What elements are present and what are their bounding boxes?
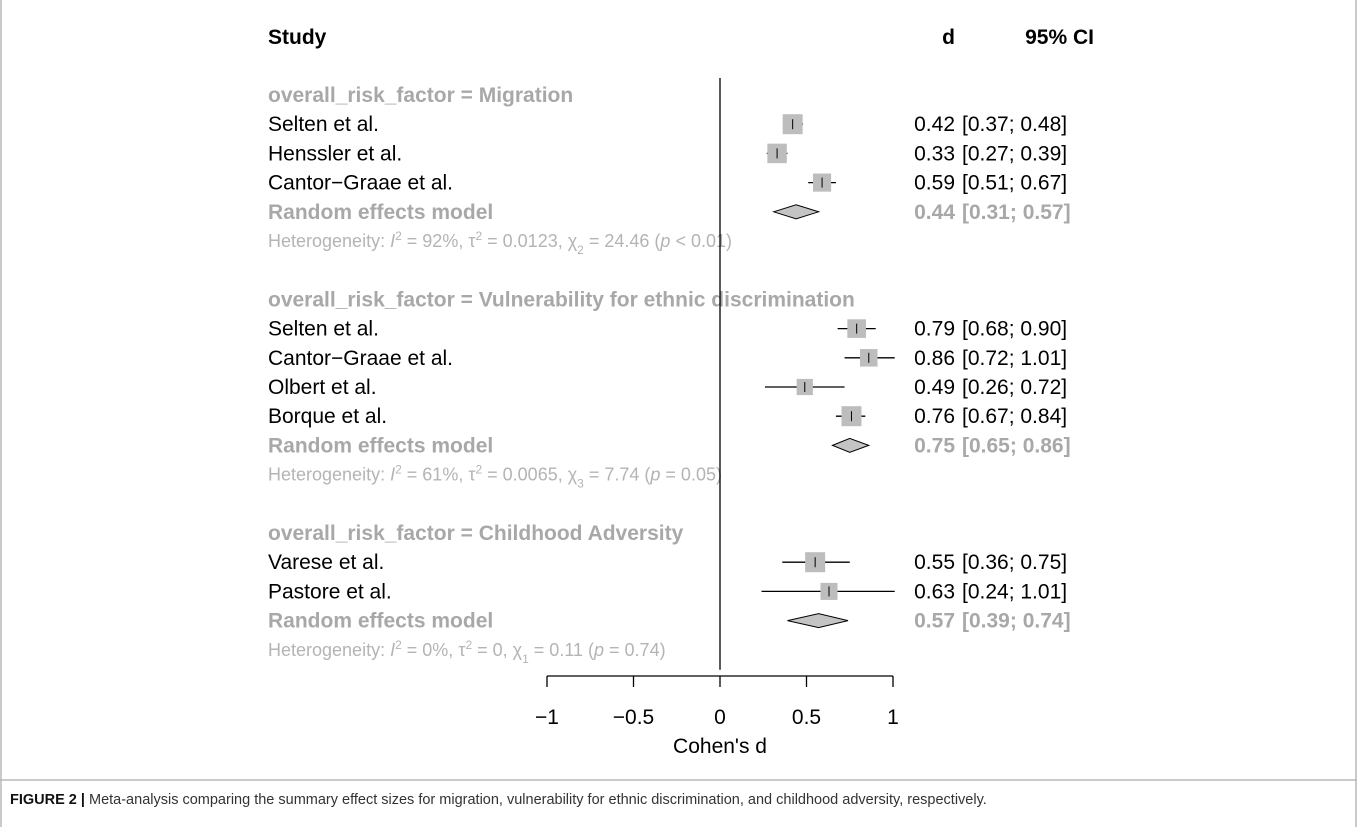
study-d: 0.49 bbox=[914, 376, 955, 399]
group-title: overall_risk_factor = Vulnerability for … bbox=[268, 288, 855, 311]
study-name: Selten et al. bbox=[268, 318, 379, 341]
x-tick-label: 0 bbox=[714, 706, 726, 729]
study-name: Varese et al. bbox=[268, 551, 384, 574]
study-row: Henssler et al. 0.33 [0.27; 0.39] bbox=[268, 142, 1067, 165]
summary-row: Random effects model 0.57 [0.39; 0.74] bbox=[268, 610, 1071, 633]
figure-caption: FIGURE 2 | Meta-analysis comparing the s… bbox=[10, 792, 1347, 808]
x-axis: −1 −0.5 0 0.5 1 Cohen's d bbox=[535, 675, 899, 758]
study-d: 0.42 bbox=[914, 113, 955, 136]
summary-ci: [0.65; 0.86] bbox=[962, 434, 1071, 457]
study-name: Henssler et al. bbox=[268, 142, 402, 165]
study-row: Borque et al. 0.76 [0.67; 0.84] bbox=[268, 405, 1067, 428]
study-ci: [0.24; 1.01] bbox=[962, 580, 1067, 603]
header-d: d bbox=[942, 26, 955, 49]
study-ci: [0.67; 0.84] bbox=[962, 405, 1067, 428]
group-title: overall_risk_factor = Migration bbox=[268, 84, 573, 107]
study-d: 0.63 bbox=[914, 580, 955, 603]
summary-ci: [0.31; 0.57] bbox=[962, 201, 1071, 224]
study-d: 0.86 bbox=[914, 347, 955, 370]
group-3: overall_risk_factor = Childhood Adversit… bbox=[268, 522, 1071, 666]
summary-d: 0.44 bbox=[914, 201, 955, 224]
header-ci: 95% CI bbox=[1025, 26, 1094, 49]
study-row: Pastore et al. 0.63 [0.24; 1.01] bbox=[268, 580, 1067, 603]
summary-label: Random effects model bbox=[268, 610, 493, 633]
study-row: Cantor−Graae et al. 0.86 [0.72; 1.01] bbox=[268, 347, 1067, 370]
study-d: 0.55 bbox=[914, 551, 955, 574]
x-tick-label: −0.5 bbox=[613, 706, 654, 729]
summary-diamond bbox=[771, 204, 821, 220]
summary-d: 0.57 bbox=[914, 610, 955, 633]
summary-d: 0.75 bbox=[914, 434, 955, 457]
group-1: overall_risk_factor = Migration Selten et… bbox=[268, 84, 1071, 257]
study-d: 0.33 bbox=[914, 142, 955, 165]
study-row: Selten et al. 0.79 [0.68; 0.90] bbox=[268, 318, 1067, 341]
heterogeneity-text: Heterogeneity: I2 = 0%, τ2 = 0, χ1 = 0.1… bbox=[268, 638, 666, 666]
study-name: Borque et al. bbox=[268, 405, 387, 428]
study-row: Cantor−Graae et al. 0.59 [0.51; 0.67] bbox=[268, 172, 1067, 195]
study-ci: [0.51; 0.67] bbox=[962, 172, 1067, 195]
study-row: Varese et al. 0.55 [0.36; 0.75] bbox=[268, 551, 1067, 574]
study-ci: [0.68; 0.90] bbox=[962, 318, 1067, 341]
study-name: Pastore et al. bbox=[268, 580, 392, 603]
study-ci: [0.36; 0.75] bbox=[962, 551, 1067, 574]
study-d: 0.79 bbox=[914, 318, 955, 341]
x-tick-label: 0.5 bbox=[792, 706, 821, 729]
summary-label: Random effects model bbox=[268, 201, 493, 224]
study-ci: [0.37; 0.48] bbox=[962, 113, 1067, 136]
summary-diamond bbox=[831, 437, 871, 453]
study-ci: [0.27; 0.39] bbox=[962, 142, 1067, 165]
caption-label: FIGURE 2 | bbox=[10, 792, 85, 808]
study-name: Selten et al. bbox=[268, 113, 379, 136]
heterogeneity-text: Heterogeneity: I2 = 61%, τ2 = 0.0065, χ3… bbox=[268, 463, 722, 491]
study-row: Selten et al. 0.42 [0.37; 0.48] bbox=[268, 113, 1067, 136]
x-tick-label: 1 bbox=[887, 706, 899, 729]
study-ci: [0.72; 1.01] bbox=[962, 347, 1067, 370]
summary-diamond bbox=[787, 613, 849, 629]
study-name: Cantor−Graae et al. bbox=[268, 172, 453, 195]
summary-label: Random effects model bbox=[268, 434, 493, 457]
caption-text: Meta-analysis comparing the summary effe… bbox=[84, 792, 987, 808]
x-tick-label: −1 bbox=[535, 706, 559, 729]
study-d: 0.59 bbox=[914, 172, 955, 195]
x-axis-label: Cohen's d bbox=[673, 735, 767, 758]
heterogeneity-text: Heterogeneity: I2 = 92%, τ2 = 0.0123, χ2… bbox=[268, 229, 732, 257]
study-ci: [0.26; 0.72] bbox=[962, 376, 1067, 399]
summary-row: Random effects model 0.75 [0.65; 0.86] bbox=[268, 434, 1071, 457]
study-d: 0.76 bbox=[914, 405, 955, 428]
study-row: Olbert et al. 0.49 [0.26; 0.72] bbox=[268, 376, 1067, 399]
study-name: Olbert et al. bbox=[268, 376, 377, 399]
forest-plot: Study d 95% CI overall_risk_factor = Migrat… bbox=[268, 26, 1094, 758]
group-2: overall_risk_factor = Vulnerability for … bbox=[268, 288, 1071, 490]
summary-ci: [0.39; 0.74] bbox=[962, 610, 1071, 633]
group-title: overall_risk_factor = Childhood Adversit… bbox=[268, 522, 684, 545]
header-study: Study bbox=[268, 26, 327, 49]
study-name: Cantor−Graae et al. bbox=[268, 347, 453, 370]
summary-row: Random effects model 0.44 [0.31; 0.57] bbox=[268, 201, 1071, 224]
